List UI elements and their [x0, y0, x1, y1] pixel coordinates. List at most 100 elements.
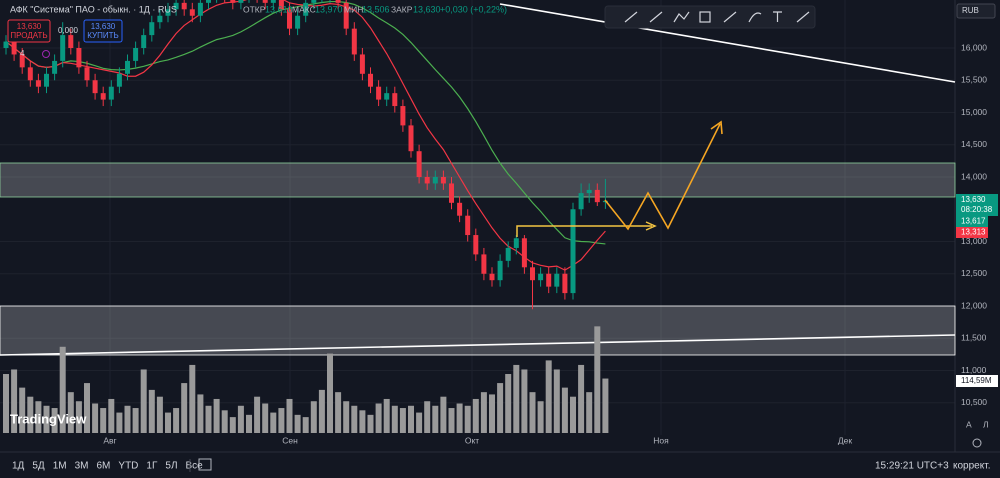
- time-tick-label: Авг: [103, 435, 116, 445]
- symbol-title: АФК "Система" ПАО - обыкн. · 1Д · RUS: [10, 4, 177, 14]
- candle-body: [384, 93, 390, 100]
- volume-bar: [318, 389, 325, 433]
- volume-bar: [221, 410, 228, 433]
- volume-bar: [327, 353, 333, 433]
- candle-body: [44, 73, 49, 87]
- candle-body: [230, 0, 236, 3]
- sell-label: ПРОДАТЬ: [10, 31, 47, 40]
- candle-body: [457, 202, 463, 216]
- volume-bar: [59, 346, 66, 433]
- candle-body: [197, 2, 203, 16]
- log-scale[interactable]: Л: [983, 419, 989, 429]
- indicators-count[interactable]: 4: [20, 49, 25, 58]
- open-value: 13,610: [265, 4, 293, 14]
- volume-bar: [43, 405, 50, 433]
- candle-body: [100, 93, 106, 100]
- candle-body: [481, 254, 487, 274]
- time-tick-label: Ноя: [653, 435, 669, 445]
- trend-line: [499, 3, 956, 83]
- candle-body: [538, 273, 544, 281]
- change-value: +0,030 (+0,22%): [440, 4, 507, 14]
- volume-bar: [19, 387, 26, 433]
- price-tick-label: 15,500: [961, 75, 987, 85]
- candle-body: [594, 189, 600, 203]
- price-tick-label: 11,500: [961, 333, 987, 343]
- volume-bar: [189, 364, 196, 433]
- candle-body: [392, 93, 398, 107]
- volume-bar: [375, 403, 382, 433]
- adjust-toggle[interactable]: коррект.: [953, 461, 990, 472]
- candle-body: [149, 22, 155, 36]
- volume-bar: [497, 383, 504, 433]
- candle-body: [513, 238, 519, 248]
- candle-body: [376, 86, 382, 100]
- volume-bar: [367, 414, 374, 433]
- volume-bar: [464, 405, 471, 433]
- range-button[interactable]: 1Д: [12, 461, 25, 472]
- volume-bar: [156, 396, 163, 433]
- volume-bar: [408, 405, 414, 433]
- volume-bar: [383, 398, 390, 433]
- volume-bar: [586, 392, 593, 433]
- range-button[interactable]: YTD: [118, 461, 138, 472]
- range-button[interactable]: 5Д: [32, 461, 45, 472]
- sell-button[interactable]: [7, 19, 51, 43]
- buy-button[interactable]: [83, 19, 123, 43]
- close-label: ЗАКР: [391, 4, 413, 14]
- candle-body: [35, 80, 41, 87]
- volume-bar: [440, 396, 447, 433]
- candle-body: [530, 267, 535, 281]
- settings-icon[interactable]: [972, 438, 982, 448]
- volume-bar: [148, 389, 155, 433]
- volume-bar: [545, 360, 552, 433]
- volume-bar: [229, 417, 236, 433]
- range-button[interactable]: 1Г: [146, 461, 158, 472]
- price-tick-label: 15,000: [961, 107, 987, 117]
- candle-body: [303, 2, 309, 16]
- candle-body: [3, 41, 9, 48]
- volume-bar: [570, 396, 576, 433]
- volume-bar: [140, 369, 147, 433]
- currency: RUB: [962, 6, 979, 15]
- toolbar-icons[interactable]: [624, 11, 810, 23]
- candle-body: [181, 2, 187, 10]
- candle-body: [157, 15, 163, 23]
- candle-body: [11, 41, 17, 55]
- candle-body: [278, 0, 284, 10]
- candle-body: [335, 0, 341, 3]
- sell-price: 13,630: [17, 22, 42, 31]
- range-button[interactable]: 6М: [97, 461, 111, 472]
- auto-scale[interactable]: A: [966, 419, 972, 429]
- range-button[interactable]: 5Л: [165, 461, 177, 472]
- price-tick-label: 11,000: [961, 365, 987, 375]
- volume-bar: [424, 401, 431, 433]
- volume-bar: [270, 412, 277, 433]
- currency-select[interactable]: [956, 3, 996, 19]
- range-button[interactable]: 3М: [75, 461, 89, 472]
- volume-bar: [75, 401, 82, 433]
- volume-bar: [472, 398, 479, 433]
- low-value: 13,506: [362, 4, 390, 14]
- arrow-head: [710, 120, 723, 135]
- candle-body: [19, 54, 25, 68]
- volume-bar: [132, 408, 139, 433]
- range-button[interactable]: Все: [186, 461, 204, 472]
- volume-bar: [343, 401, 350, 433]
- candle-body: [570, 209, 576, 294]
- forecast-path: [604, 123, 721, 231]
- support-zone: [0, 305, 956, 356]
- volume-bar: [456, 403, 463, 433]
- candle-body: [505, 247, 511, 261]
- high-label: МАКС: [292, 4, 316, 14]
- volume-bar: [448, 408, 455, 433]
- candle-body: [473, 235, 479, 255]
- candle-body: [125, 60, 130, 74]
- range-button[interactable]: 1М: [53, 461, 67, 472]
- volume-bar: [11, 369, 18, 433]
- horizontal-arrow: [516, 225, 652, 237]
- alert-icon: [42, 50, 50, 58]
- candle-body: [141, 35, 147, 48]
- candle-body: [554, 273, 560, 287]
- candle-body: [489, 273, 495, 281]
- date-range-icon[interactable]: [198, 458, 212, 471]
